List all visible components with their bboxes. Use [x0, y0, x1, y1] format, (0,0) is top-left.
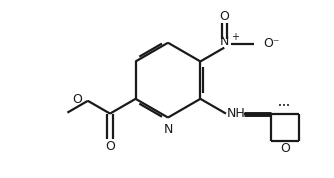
Text: +: + [231, 32, 239, 42]
Text: O: O [105, 140, 115, 153]
Text: O: O [219, 10, 229, 23]
Text: NH: NH [226, 107, 245, 120]
Text: N: N [219, 35, 229, 48]
Text: O: O [280, 142, 290, 155]
Text: O: O [72, 93, 82, 106]
Text: O⁻: O⁻ [264, 37, 280, 50]
Text: N: N [163, 124, 173, 137]
Text: •••: ••• [278, 103, 290, 109]
